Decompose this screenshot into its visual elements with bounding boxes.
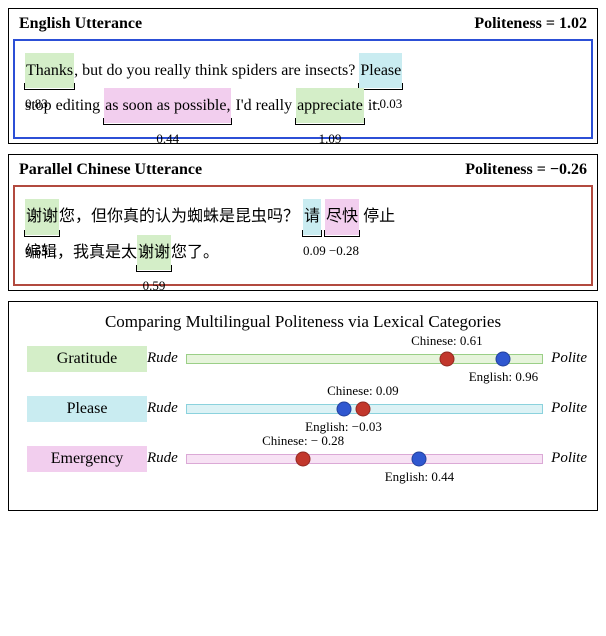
token-value: 0.09 [303,237,326,266]
plain-token: , but do you really think spiders are in… [74,62,359,79]
rude-label: Rude [147,400,178,417]
highlighted-token: 谢谢0.63 [25,199,59,234]
polite-label: Polite [551,400,587,417]
category-row: EmergencyRude Chinese: − 0.28English: 0.4… [19,446,587,472]
chinese-body: 谢谢0.63您，但你真的认为蜘蛛是昆虫吗？ 请0.09 尽快−0.28 停止 编… [13,185,593,285]
rude-label: Rude [147,350,178,367]
english-dot [412,451,427,466]
politeness-bar: Chinese: − 0.28English: 0.44 [186,454,543,464]
compare-title: Comparing Multilingual Politeness via Le… [19,312,587,332]
english-dot [496,351,511,366]
category-list: GratitudeRudeChinese: 0.61English: 0.96P… [19,346,587,472]
category-row: PleaseRude Chinese: 0.09English: −0.03 Pol… [19,396,587,422]
token-value: 0.83 [25,90,48,119]
english-score-label: Politeness = [474,15,559,32]
highlighted-token: 尽快−0.28 [325,199,359,234]
category-row: GratitudeRude Chinese: 0.61English: 0.96 P… [19,346,587,372]
token-value: 0.44 [156,125,179,154]
highlighted-token: 请0.09 [303,199,321,234]
rude-label: Rude [147,450,178,467]
chinese-dot [355,401,370,416]
english-score: Politeness = 1.02 [474,15,587,33]
chinese-panel: Parallel Chinese Utterance Politeness = … [8,154,598,290]
highlighted-token: 谢谢0.59 [137,235,171,270]
english-body: Thanks0.83, but do you really think spid… [13,39,593,139]
plain-token: 您了。 [171,244,219,261]
english-dot-label: English: 0.44 [385,469,454,485]
scale-wrap: Rude Chinese: 0.61English: 0.96 Polite [147,350,587,367]
compare-panel: Comparing Multilingual Politeness via Le… [8,301,598,511]
token-value: 1.09 [319,125,342,154]
highlighted-token: Thanks0.83 [25,53,74,88]
chinese-title: Parallel Chinese Utterance [19,161,202,179]
token-value: −0.28 [329,237,359,266]
highlighted-token: as soon as possible,0.44 [104,88,231,123]
scale-wrap: Rude Chinese: − 0.28English: 0.44 Polite [147,450,587,467]
chinese-dot [439,351,454,366]
english-panel: English Utterance Politeness = 1.02 Than… [8,8,598,144]
english-title: English Utterance [19,15,142,33]
category-label: Gratitude [27,346,147,372]
plain-token: 停止 [359,208,395,225]
chinese-header: Parallel Chinese Utterance Politeness = … [9,155,597,183]
plain-token: 您，但你真的认为蜘蛛是昆虫吗？ [59,208,303,225]
chinese-dot-label: Chinese: 0.09 [327,383,399,399]
category-label: Please [27,396,147,422]
category-label: Emergency [27,446,147,472]
chinese-score-value: −0.26 [550,161,587,178]
english-dot-label: English: 0.96 [469,369,538,385]
plain-token: I'd really [231,97,296,114]
politeness-bar: Chinese: 0.61English: 0.96 [186,354,543,364]
chinese-score-label: Politeness = [465,161,550,178]
politeness-bar: Chinese: 0.09English: −0.03 [186,404,543,414]
scale-wrap: Rude Chinese: 0.09English: −0.03 Polite [147,400,587,417]
highlighted-token: appreciate1.09 [296,88,364,123]
polite-label: Polite [551,350,587,367]
highlighted-token: Please−0.03 [359,53,402,88]
polite-label: Polite [551,450,587,467]
english-dot [336,401,351,416]
token-value: −0.03 [372,90,402,119]
token-value: 0.63 [25,237,48,266]
token-value: 0.59 [143,272,166,301]
chinese-dot [296,451,311,466]
chinese-score: Politeness = −0.26 [465,161,587,179]
english-header: English Utterance Politeness = 1.02 [9,9,597,37]
chinese-dot-label: Chinese: 0.61 [411,333,483,349]
chinese-dot-label: Chinese: − 0.28 [262,433,344,449]
english-score-value: 1.02 [559,15,587,32]
